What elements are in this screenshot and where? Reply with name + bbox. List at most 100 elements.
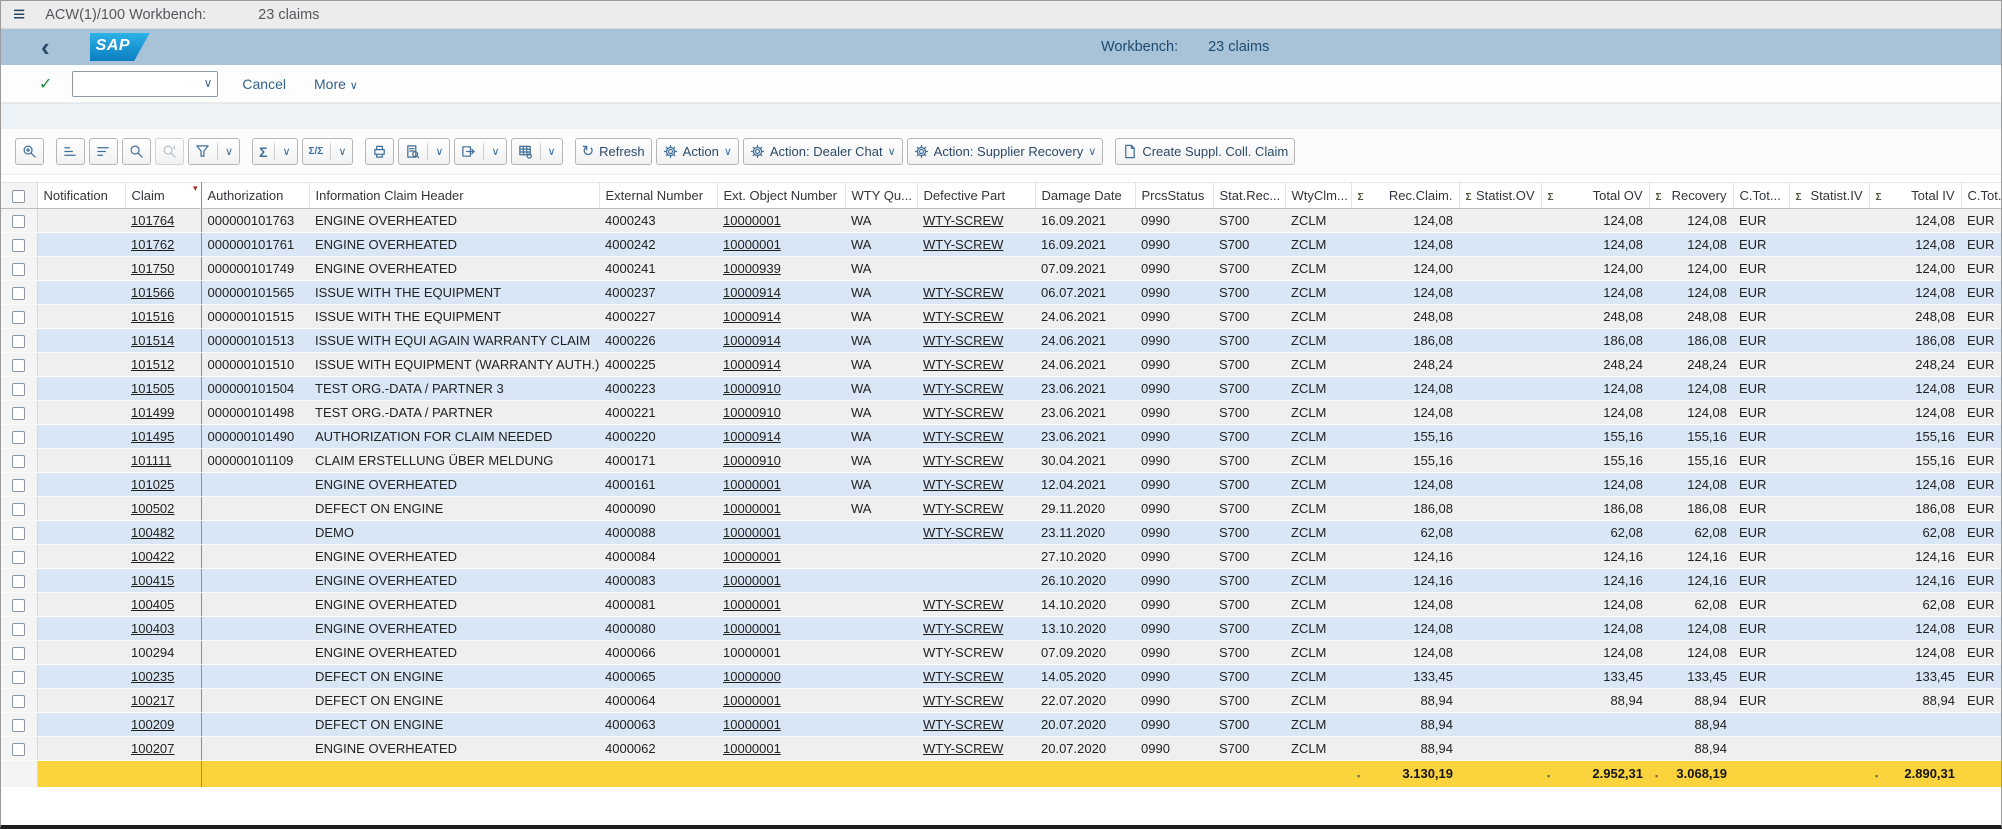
claim-link[interactable]: 100235 <box>131 669 175 684</box>
defective_part-link[interactable]: WTY-SCREW <box>923 669 1004 684</box>
chevron-down-icon[interactable]: ∨ <box>282 146 291 158</box>
ext_object-link[interactable]: 10000001 <box>723 501 781 516</box>
row-select-checkbox[interactable] <box>12 311 26 325</box>
column-header-claim[interactable]: Claim ▾ <box>125 182 202 209</box>
defective_part-link[interactable]: WTY-SCREW <box>923 477 1004 492</box>
export-split-button[interactable]: ∨ <box>454 138 507 165</box>
details-button[interactable] <box>15 138 44 165</box>
defective_part-link[interactable]: WTY-SCREW <box>923 237 1004 252</box>
column-header-authorization[interactable]: Authorization <box>201 182 310 209</box>
action-dealer-chat-button[interactable]: Action: Dealer Chat ∨ <box>742 138 903 165</box>
row-select-checkbox[interactable] <box>12 575 26 589</box>
claim-link[interactable]: 101495 <box>131 429 175 444</box>
row-select-checkbox[interactable] <box>12 263 26 277</box>
row-select-checkbox[interactable] <box>12 743 26 757</box>
defective_part-link[interactable]: WTY-SCREW <box>923 741 1004 756</box>
ext_object-link[interactable]: 10000914 <box>723 333 781 348</box>
defective_part-link[interactable]: WTY-SCREW <box>923 285 1004 300</box>
claim-link[interactable]: 101516 <box>131 309 175 324</box>
ext_object-link[interactable]: 10000001 <box>723 477 781 492</box>
ext_object-link[interactable]: 10000001 <box>723 237 781 252</box>
claim-link[interactable]: 101750 <box>131 261 175 276</box>
column-header-ext_object[interactable]: Ext. Object Number <box>717 182 846 209</box>
row-select-checkbox[interactable] <box>12 695 26 709</box>
claim-link[interactable]: 101566 <box>131 285 175 300</box>
column-header-c_tot2[interactable]: C.Tot... <box>1961 182 2001 209</box>
ext_object-link[interactable]: 10000001 <box>723 597 781 612</box>
claim-link[interactable]: 100405 <box>131 597 175 612</box>
column-header-c_tot1[interactable]: C.Tot... <box>1733 182 1790 209</box>
sort-descending-button[interactable] <box>89 138 118 165</box>
row-select-checkbox[interactable] <box>12 215 26 229</box>
defective_part-link[interactable]: WTY-SCREW <box>923 405 1004 420</box>
claim-link[interactable]: 100209 <box>131 717 175 732</box>
ext_object-link[interactable]: 10000914 <box>723 309 781 324</box>
row-select-checkbox[interactable] <box>12 431 26 445</box>
column-header-damage_date[interactable]: Damage Date <box>1035 182 1136 209</box>
column-header-wty_qu[interactable]: WTY Qu... <box>845 182 918 209</box>
ext_object-link[interactable]: 10000914 <box>723 429 781 444</box>
row-select-checkbox[interactable] <box>12 671 26 685</box>
defective_part-link[interactable]: WTY-SCREW <box>923 717 1004 732</box>
claim-link[interactable]: 100207 <box>131 741 175 756</box>
row-select-checkbox[interactable] <box>12 599 26 613</box>
chevron-down-icon[interactable]: ∨ <box>203 75 213 90</box>
defective_part-link[interactable]: WTY-SCREW <box>923 333 1004 348</box>
action-supplier-recovery-button[interactable]: Action: Supplier Recovery ∨ <box>906 138 1104 165</box>
defective_part-link[interactable]: WTY-SCREW <box>923 525 1004 540</box>
select-all-checkbox[interactable] <box>12 190 26 204</box>
defective_part-link[interactable]: WTY-SCREW <box>923 597 1004 612</box>
column-header-external[interactable]: External Number <box>599 182 718 209</box>
ext_object-link[interactable]: 10000001 <box>723 717 781 732</box>
column-header-defective_part[interactable]: Defective Part <box>917 182 1036 209</box>
column-header-notification[interactable]: Notification <box>37 182 126 209</box>
claim-link[interactable]: 101764 <box>131 213 175 228</box>
column-header-wty_clm[interactable]: WtyClm... <box>1285 182 1352 209</box>
claim-link[interactable]: 101512 <box>131 357 175 372</box>
row-select-checkbox[interactable] <box>12 527 26 541</box>
row-select-checkbox[interactable] <box>12 647 26 661</box>
ext_object-link[interactable]: 10000001 <box>723 621 781 636</box>
row-select-checkbox[interactable] <box>12 287 26 301</box>
ext_object-link[interactable]: 10000001 <box>723 741 781 756</box>
confirm-check-icon[interactable]: ✓ <box>39 75 53 93</box>
print-button[interactable] <box>365 138 395 165</box>
create-suppl-coll-claim-button[interactable]: Create Suppl. Coll. Claim <box>1115 138 1296 165</box>
claim-link[interactable]: 101025 <box>131 477 175 492</box>
column-header-statist_iv[interactable]: Σ Statist.IV <box>1789 182 1870 209</box>
row-select-checkbox[interactable] <box>12 359 26 373</box>
defective_part-link[interactable]: WTY-SCREW <box>923 501 1004 516</box>
defective_part-link[interactable]: WTY-SCREW <box>923 621 1004 636</box>
claim-link[interactable]: 100415 <box>131 573 175 588</box>
layout-split-button[interactable]: ∨ <box>510 138 563 165</box>
find-button[interactable] <box>122 138 151 165</box>
column-header-total_ov[interactable]: Σ Total OV <box>1541 182 1650 209</box>
ext_object-link[interactable]: 10000001 <box>723 573 781 588</box>
ext_object-link[interactable]: 10000001 <box>723 213 781 228</box>
claim-link[interactable]: 100482 <box>131 525 175 540</box>
defective_part-link[interactable]: WTY-SCREW <box>923 309 1004 324</box>
chevron-down-icon[interactable]: ∨ <box>1088 146 1097 158</box>
defective_part-link[interactable]: WTY-SCREW <box>923 213 1004 228</box>
claim-link[interactable]: 101514 <box>131 333 175 348</box>
row-select-checkbox[interactable] <box>12 407 26 421</box>
ext_object-link[interactable]: 10000000 <box>723 669 781 684</box>
chevron-down-icon[interactable]: ∨ <box>435 146 444 158</box>
back-icon[interactable]: ‹ <box>41 31 50 62</box>
claim-link[interactable]: 100502 <box>131 501 175 516</box>
refresh-button[interactable]: ↻ Refresh <box>574 138 652 165</box>
row-select-checkbox[interactable] <box>12 503 26 517</box>
chevron-down-icon[interactable]: ∨ <box>491 146 500 158</box>
ext_object-link[interactable]: 10000910 <box>723 381 781 396</box>
menu-icon[interactable]: ≡ <box>13 3 26 26</box>
claim-link[interactable]: 101505 <box>131 381 175 396</box>
ext_object-link[interactable]: 10000001 <box>723 525 781 540</box>
action-button[interactable]: Action ∨ <box>655 138 739 165</box>
ext_object-link[interactable]: 10000910 <box>723 453 781 468</box>
column-header-recovery[interactable]: Σ Recovery <box>1649 182 1734 209</box>
row-select-checkbox[interactable] <box>12 479 26 493</box>
row-select-checkbox[interactable] <box>12 239 26 253</box>
ext_object-link[interactable]: 10000939 <box>723 261 781 276</box>
claim-link[interactable]: 101762 <box>131 237 175 252</box>
ext_object-link[interactable]: 10000910 <box>723 405 781 420</box>
